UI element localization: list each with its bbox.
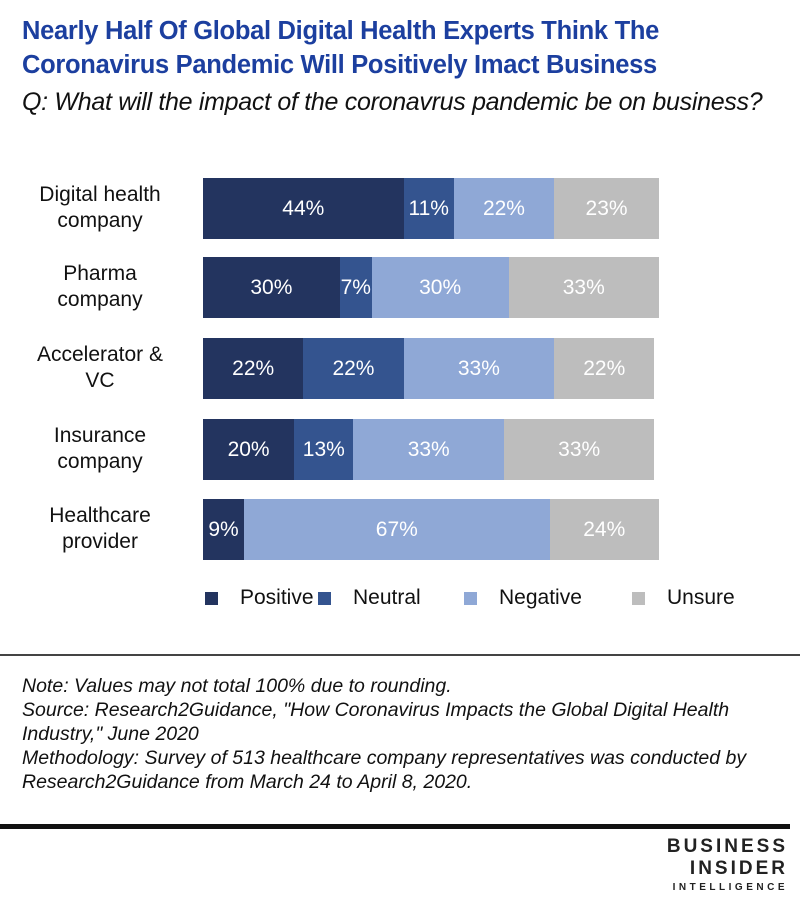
bar-segment-neutral: 22% [303,338,404,399]
bar-segment-positive: 9% [203,499,245,560]
legend-swatch [318,591,331,605]
legend-label: Negative [499,586,582,609]
data-label: 30% [419,275,462,299]
category-label-line: Digital health [39,183,161,206]
bar-segment-neutral: 13% [294,419,354,480]
data-label: 33% [562,275,605,299]
bar-segment-negative: 33% [353,419,504,480]
category-label: Insurance company [10,423,190,475]
source: Source: Research2Guidance, "How Coronavi… [22,699,730,745]
bar-segment-unsure: 33% [503,419,655,480]
bar-segment-negative: 67% [244,499,550,560]
legend-swatch [632,591,645,605]
data-label: 33% [558,437,601,461]
methodology: Methodology: Survey of 513 healthcare co… [22,747,747,793]
legend-item: Neutral [318,586,421,610]
legend-label: Neutral [353,586,421,609]
legend-swatch [464,591,477,605]
data-label: 30% [250,275,293,299]
bar-segment-positive: 22% [203,338,304,399]
footnotes: Note: Values may not total 100% due to r… [22,674,792,794]
data-label: 44% [282,196,325,220]
data-label: 33% [457,356,500,380]
bar-segment-unsure: 23% [554,178,659,239]
category-label-line: Insurance [53,424,147,447]
bar-segment-negative: 22% [453,178,555,239]
bar-segment-neutral: 11% [403,178,454,239]
divider-thick [0,824,790,829]
category-label-line: company [57,288,143,311]
data-label: 11% [408,196,449,220]
legend-label: Positive [240,586,314,609]
logo-line: BUSINESS [666,836,788,857]
bar-segment-neutral: 7% [339,257,372,318]
data-label: 22% [332,356,375,380]
category-label-line: company [57,209,143,232]
data-label: 24% [583,517,626,541]
data-label: 20% [227,437,270,461]
data-label: 9% [208,517,239,541]
logo-line: INSIDER [689,858,788,879]
logo-line: INTELLIGENCE [672,882,788,893]
category-label-line: VC [85,369,115,392]
data-label: 67% [375,517,418,541]
category-label-line: Pharma [63,262,137,285]
note: Note: Values may not total 100% due to r… [22,675,452,697]
data-label: 33% [407,437,450,461]
category-label: Digital health company [10,182,190,234]
legend-item: Unsure [632,586,735,610]
category-label: Healthcare provider [10,503,190,555]
data-label: 22% [482,196,525,220]
category-label-line: Accelerator & [36,343,164,366]
bar-segment-positive: 30% [203,257,340,318]
category-label-line: provider [62,530,138,553]
legend-label: Unsure [667,586,735,609]
bar-segment-negative: 30% [371,257,509,318]
data-label: 22% [583,356,626,380]
data-label: 22% [232,356,275,380]
bar-segment-positive: 20% [203,419,295,480]
bar-segment-unsure: 33% [508,257,659,318]
bar-segment-positive: 44% [203,178,404,239]
divider [0,654,800,656]
legend-swatch [205,591,218,605]
data-label: 23% [585,196,628,220]
data-label: 13% [302,437,345,461]
category-label: Pharma company [10,261,190,313]
legend-item: Negative [464,586,582,610]
category-label: Accelerator & VC [10,342,190,394]
chart-subtitle: Q: What will the impact of the coronavru… [22,88,763,116]
category-label-line: Healthcare [49,504,151,527]
bar-segment-unsure: 24% [549,499,659,560]
chart-title: Nearly Half Of Global Digital Health Exp… [22,17,660,79]
data-label: 7% [340,275,371,299]
category-label-line: company [57,450,143,473]
legend: Positive Neutral Negative Unsure [0,586,800,616]
bar-segment-negative: 33% [403,338,555,399]
business-insider-logo: BUSINESS INSIDER INTELLIGENCE [667,836,788,896]
legend-item: Positive [205,586,314,610]
bar-segment-unsure: 22% [554,338,655,399]
